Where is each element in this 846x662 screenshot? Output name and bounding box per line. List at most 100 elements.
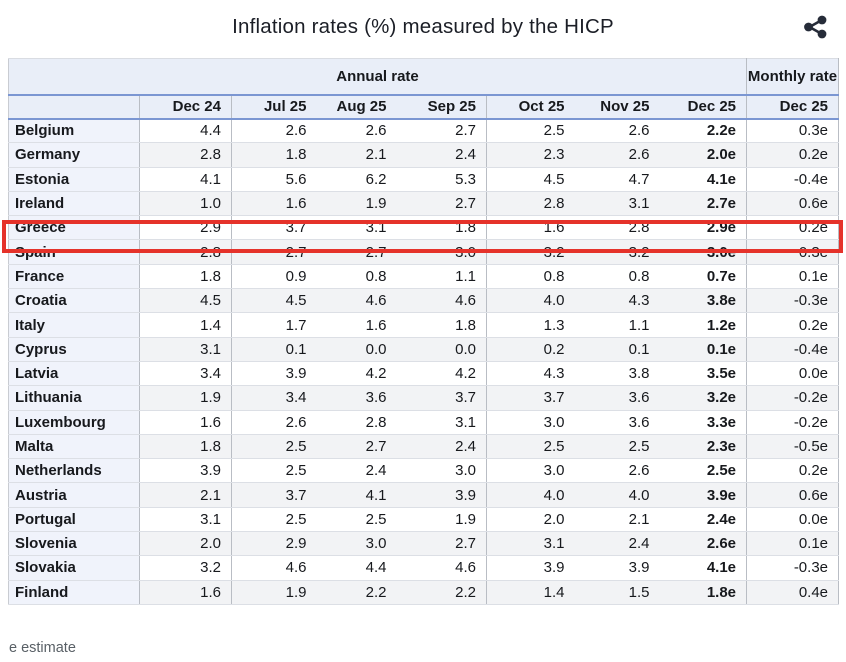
value-cell: 1.6 [486, 215, 575, 241]
value-cell: 2.3 [486, 142, 575, 168]
column-header: Dec 25 [659, 94, 748, 120]
value-cell: 1.9 [396, 507, 487, 533]
monthly-value-cell: 0.2e [746, 312, 840, 338]
value-cell: 2.6 [316, 118, 397, 144]
value-cell: 2.7 [396, 118, 487, 144]
value-cell: 4.6 [316, 288, 397, 314]
value-cell: 3.0 [396, 239, 487, 265]
monthly-value-cell: 0.3e [746, 239, 840, 265]
value-cell: 0.1 [574, 337, 660, 362]
monthly-value-cell: 0.2e [746, 458, 840, 484]
monthly-value-cell: -0.2e [746, 410, 840, 435]
value-cell: 2.7e [659, 191, 748, 217]
value-cell: 3.0e [659, 239, 748, 265]
column-header: Dec 24 [139, 94, 232, 120]
table-row: Italy 1.4 1.7 1.6 1.8 1.3 1.1 1.2e 0.2e [8, 312, 840, 338]
value-cell: 0.9 [231, 264, 317, 290]
value-cell: 3.9 [486, 555, 575, 581]
table-row: Cyprus 3.1 0.1 0.0 0.0 0.2 0.1 0.1e -0.4e [8, 337, 840, 362]
inflation-table: Annual rate Monthly rate Dec 24 Jul 25 Aug… [7, 58, 840, 605]
monthly-rate-group-header: Monthly rate [746, 58, 840, 96]
value-cell: 2.4 [396, 434, 487, 460]
value-cell: 3.7 [231, 215, 317, 241]
value-cell: 1.1 [574, 312, 660, 338]
value-cell: 4.1e [659, 555, 748, 581]
table-row: Malta 1.8 2.5 2.7 2.4 2.5 2.5 2.3e -0.5e [8, 434, 840, 460]
value-cell: 3.6 [574, 385, 660, 411]
value-cell: 2.4e [659, 507, 748, 533]
annual-rate-group-header: Annual rate [7, 58, 748, 96]
column-header-row: Dec 24 Jul 25 Aug 25 Sep 25 Oct 25 Nov 25 Dec … [8, 94, 840, 120]
value-cell: 1.8 [231, 142, 317, 168]
table-row: Lithuania 1.9 3.4 3.6 3.7 3.7 3.6 3.2e -0.2e [8, 385, 840, 411]
value-cell: 3.1 [139, 507, 232, 533]
value-cell: 1.4 [486, 580, 575, 605]
value-cell: 2.9 [139, 215, 232, 241]
value-cell: 2.6e [659, 531, 748, 557]
value-cell: 2.5 [486, 434, 575, 460]
value-cell: 2.0 [139, 531, 232, 557]
value-cell: 3.0 [396, 458, 487, 484]
value-cell: 1.6 [231, 191, 317, 217]
value-cell: 3.9 [396, 482, 487, 508]
value-cell: 3.7 [231, 482, 317, 508]
value-cell: 3.1 [574, 191, 660, 217]
value-cell: 1.8 [139, 434, 232, 460]
value-cell: 2.9e [659, 215, 748, 241]
monthly-value-cell: -0.2e [746, 385, 840, 411]
country-cell: Luxembourg [8, 410, 140, 435]
share-icon[interactable] [802, 13, 829, 40]
value-cell: 2.6 [574, 118, 660, 144]
value-cell: 2.4 [316, 458, 397, 484]
value-cell: 3.9 [139, 458, 232, 484]
value-cell: 2.5 [231, 507, 317, 533]
monthly-value-cell: -0.4e [746, 167, 840, 192]
column-header-monthly: Dec 25 [746, 94, 840, 120]
value-cell: 0.0 [396, 337, 487, 362]
country-cell: Austria [8, 482, 140, 508]
country-cell: Belgium [8, 118, 140, 144]
value-cell: 2.6 [231, 410, 317, 435]
group-header-row: Annual rate Monthly rate [7, 58, 840, 96]
country-cell: Spain [8, 239, 140, 265]
value-cell: 1.7 [231, 312, 317, 338]
value-cell: 2.0e [659, 142, 748, 168]
value-cell: 3.3e [659, 410, 748, 435]
value-cell: 2.1 [316, 142, 397, 168]
value-cell: 3.9e [659, 482, 748, 508]
country-cell: Cyprus [8, 337, 140, 362]
country-cell: Slovakia [8, 555, 140, 581]
country-cell: Finland [8, 580, 140, 605]
value-cell: 2.7 [231, 239, 317, 265]
value-cell: 4.0 [486, 482, 575, 508]
value-cell: 0.8 [486, 264, 575, 290]
table-row: Portugal 3.1 2.5 2.5 1.9 2.0 2.1 2.4e 0.0e [8, 507, 840, 533]
value-cell: 1.6 [139, 580, 232, 605]
value-cell: 1.9 [316, 191, 397, 217]
value-cell: 1.6 [139, 410, 232, 435]
monthly-value-cell: -0.3e [746, 555, 840, 581]
value-cell: 2.8 [316, 410, 397, 435]
value-cell: 3.4 [231, 385, 317, 411]
value-cell: 2.8 [574, 215, 660, 241]
value-cell: 3.8e [659, 288, 748, 314]
value-cell: 2.7 [316, 239, 397, 265]
table-row: Luxembourg 1.6 2.6 2.8 3.1 3.0 3.6 3.3e -0.2e [8, 410, 840, 435]
value-cell: 4.3 [574, 288, 660, 314]
country-cell: Netherlands [8, 458, 140, 484]
value-cell: 4.2 [316, 361, 397, 387]
value-cell: 2.2 [316, 580, 397, 605]
monthly-value-cell: 0.2e [746, 215, 840, 241]
value-cell: 4.0 [574, 482, 660, 508]
value-cell: 4.1 [316, 482, 397, 508]
country-cell: Croatia [8, 288, 140, 314]
value-cell: 3.0 [486, 410, 575, 435]
value-cell: 1.3 [486, 312, 575, 338]
column-header: Jul 25 [231, 94, 317, 120]
table-row: Estonia 4.1 5.6 6.2 5.3 4.5 4.7 4.1e -0.4e [8, 167, 840, 192]
value-cell: 2.1 [139, 482, 232, 508]
value-cell: 2.1 [574, 507, 660, 533]
country-cell: Ireland [8, 191, 140, 217]
value-cell: 3.7 [486, 385, 575, 411]
value-cell: 4.6 [396, 555, 487, 581]
